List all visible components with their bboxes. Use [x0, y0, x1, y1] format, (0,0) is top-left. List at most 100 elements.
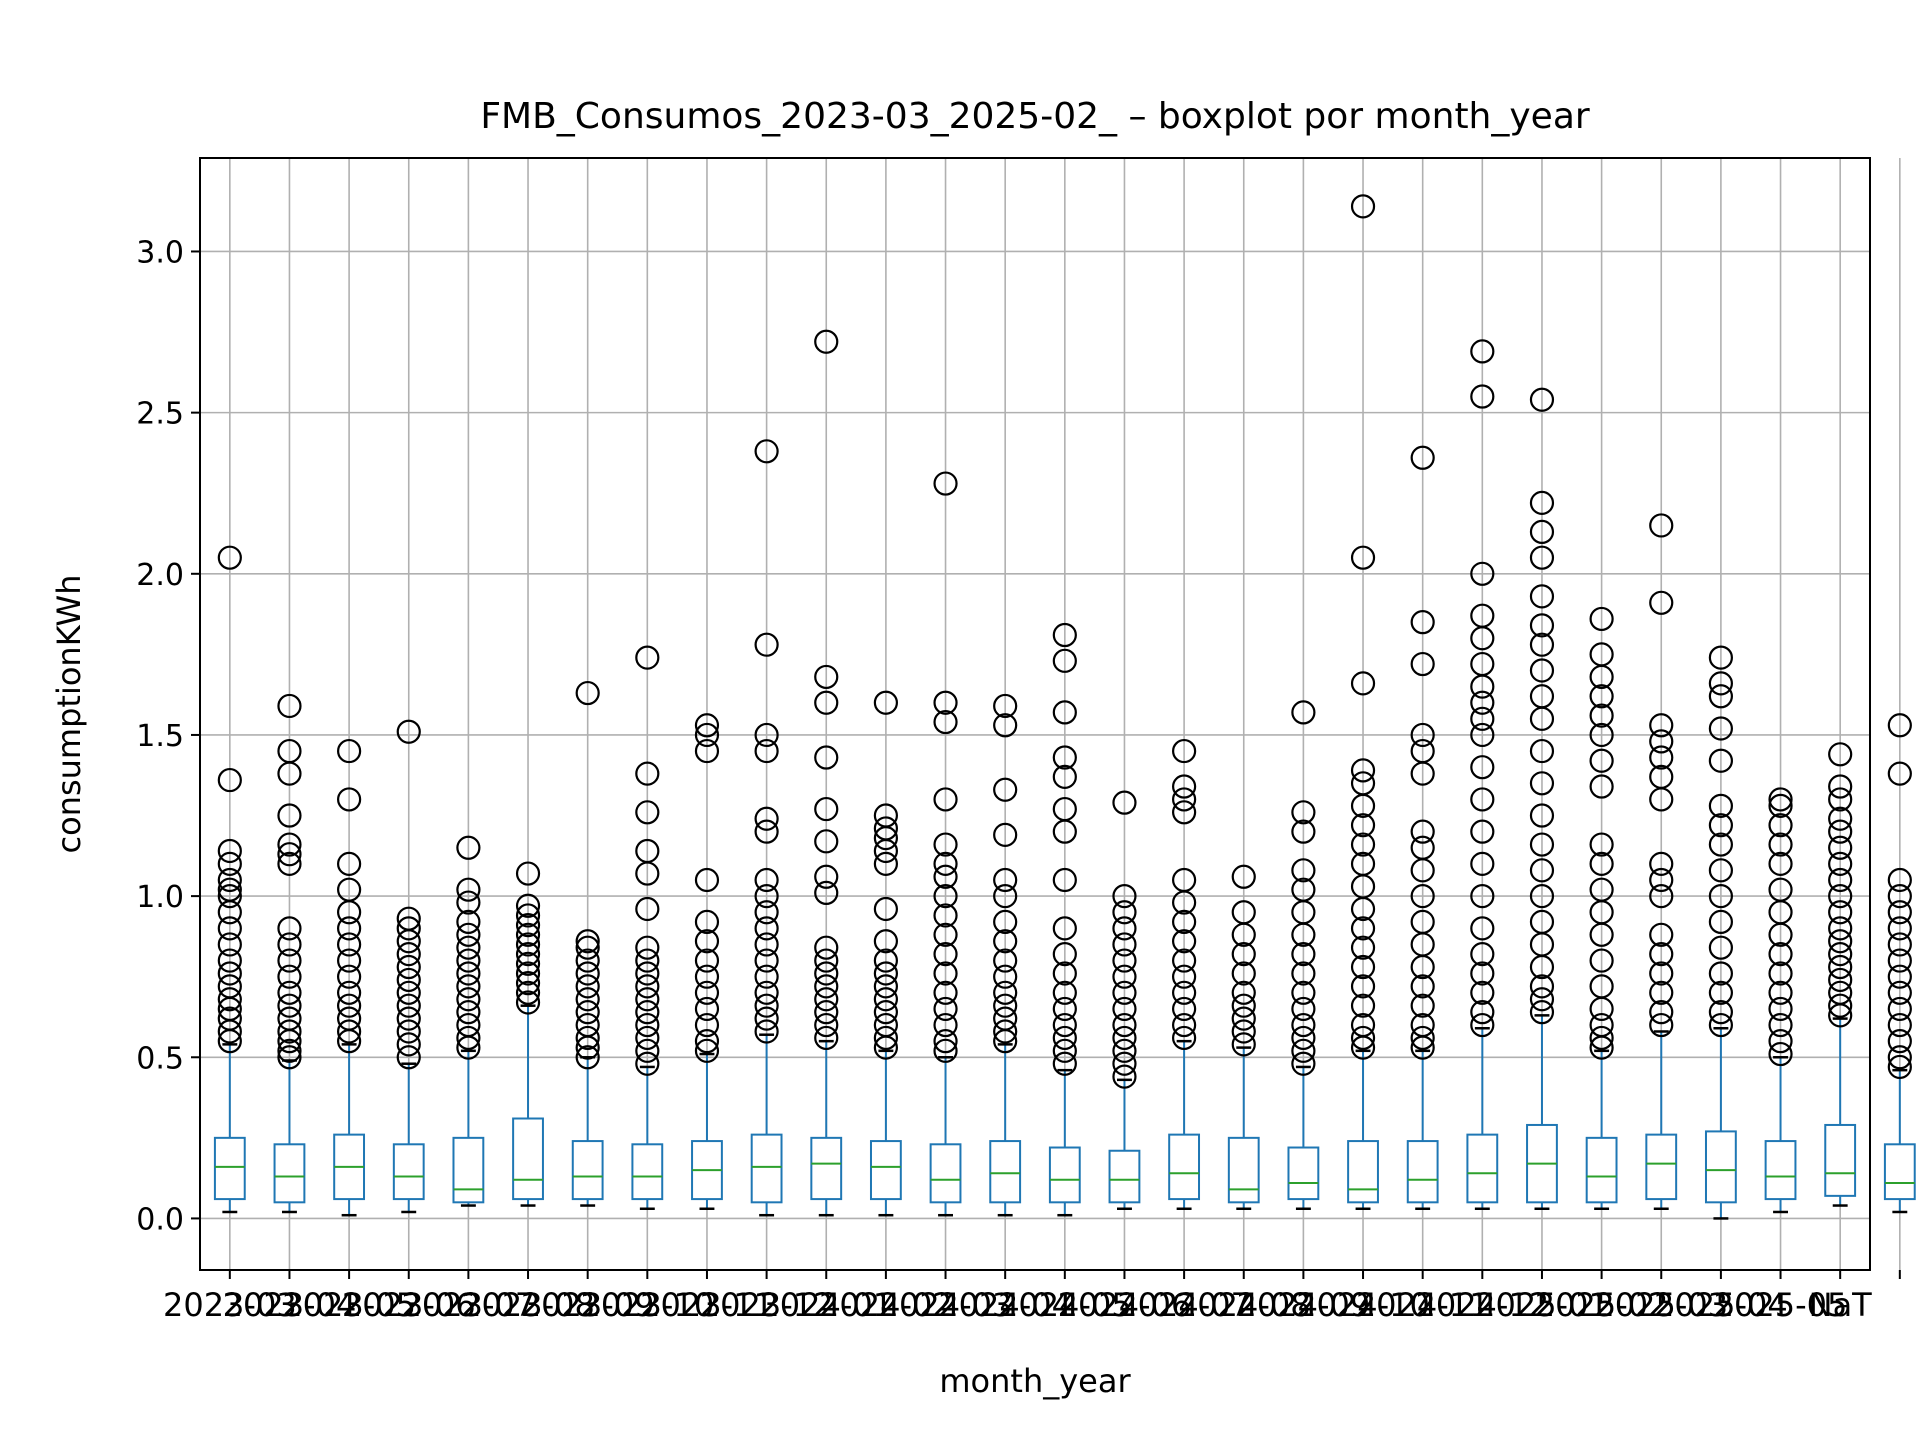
- flier-point: [873, 961, 898, 986]
- outlier-points: [217, 194, 1912, 1089]
- flier-point: [1768, 787, 1793, 812]
- fliers-2025-01: [1529, 387, 1555, 1025]
- flier-point: [1887, 964, 1912, 989]
- flier-point: [456, 935, 481, 960]
- flier-point: [1768, 793, 1793, 818]
- fliers-2023-11: [694, 713, 720, 1063]
- flier-point: [1052, 942, 1077, 967]
- flier-point: [1470, 819, 1495, 844]
- fliers-2023-08: [515, 861, 541, 1015]
- flier-point: [1291, 877, 1316, 902]
- flier-point: [754, 948, 779, 973]
- flier-point: [396, 906, 421, 931]
- box-NaT: [1824, 1017, 1857, 1207]
- flier-point: [1410, 835, 1435, 860]
- flier-point: [1589, 774, 1614, 799]
- flier-point: [1589, 948, 1614, 973]
- fliers-2024-03: [933, 471, 958, 1063]
- flier-point: [396, 993, 421, 1018]
- flier-point: [1112, 932, 1137, 957]
- flier-point: [754, 867, 779, 893]
- flier-point: [873, 987, 898, 1012]
- flier-point: [277, 842, 302, 867]
- flier-point: [1172, 800, 1197, 825]
- fliers-2024-05: [1052, 622, 1077, 1076]
- flier-point: [814, 1000, 839, 1025]
- flier-point: [456, 974, 481, 999]
- flier-point: [694, 1038, 720, 1063]
- x-tick-label: 2023-11: [640, 1286, 774, 1324]
- flier-point: [635, 761, 660, 786]
- flier-point: [1350, 758, 1376, 783]
- fliers-2023-07: [456, 835, 481, 1060]
- flier-point: [933, 922, 958, 947]
- flier-point: [1529, 490, 1555, 515]
- flier-point: [277, 803, 302, 828]
- flier-point: [277, 948, 302, 973]
- flier-point: [814, 664, 839, 690]
- x-tick-label: 2024-10: [1296, 1286, 1430, 1324]
- flier-point: [1828, 942, 1853, 967]
- flier-point: [1768, 877, 1793, 902]
- x-tick-label: 2024-03: [879, 1286, 1013, 1324]
- x-tick-label: 2025-04: [1654, 1286, 1788, 1324]
- flier-point: [1529, 909, 1555, 934]
- flier-point: [1529, 658, 1555, 683]
- flier-point: [396, 719, 421, 744]
- x-tick-label: 2024-04: [938, 1286, 1072, 1324]
- flier-point: [1410, 884, 1435, 909]
- flier-point: [1052, 745, 1077, 770]
- flier-point: [1708, 671, 1733, 696]
- flier-point: [993, 1006, 1018, 1031]
- box-2024-08: [1227, 1046, 1260, 1211]
- flier-point: [1828, 954, 1853, 980]
- flier-point: [694, 964, 720, 989]
- flier-point: [396, 916, 421, 941]
- flier-point: [1291, 961, 1316, 986]
- fliers-2023-03: [217, 545, 242, 1054]
- x-tick-label: 2023-04: [223, 1286, 357, 1324]
- flier-point: [873, 929, 898, 954]
- flier-point: [1410, 1012, 1435, 1038]
- flier-point: [1112, 790, 1137, 815]
- flier-point: [1828, 993, 1853, 1018]
- flier-point: [694, 713, 720, 738]
- box-body: [452, 1136, 485, 1204]
- flier-point: [1052, 622, 1077, 648]
- fliers-2024-01: [814, 329, 839, 1051]
- flier-point: [1708, 793, 1733, 818]
- flier-point: [1887, 948, 1912, 973]
- fliers-2024-08: [1231, 864, 1256, 1057]
- flier-point: [575, 974, 600, 999]
- fliers-2025-05: [1768, 787, 1793, 1067]
- boxplot-series: [213, 1004, 1916, 1220]
- flier-point: [1470, 961, 1495, 986]
- box-2024-10: [1347, 1049, 1379, 1211]
- flier-point: [1589, 974, 1614, 999]
- flier-point: [933, 787, 958, 812]
- flier-point: [754, 632, 779, 657]
- flier-point: [933, 1012, 958, 1038]
- x-tick-label: 2023-09: [521, 1286, 655, 1324]
- flier-point: [456, 890, 481, 915]
- flier-point: [933, 884, 958, 909]
- flier-point: [1231, 980, 1256, 1005]
- box-body: [571, 1140, 604, 1201]
- flier-point: [933, 1038, 958, 1063]
- flier-point: [1529, 738, 1555, 764]
- box-2024-11: [1406, 1049, 1439, 1211]
- flier-point: [1470, 339, 1495, 364]
- flier-point: [873, 974, 898, 999]
- flier-point: [1887, 1054, 1912, 1080]
- flier-point: [993, 693, 1018, 719]
- x-tick-label: 2023-05: [282, 1286, 416, 1324]
- flier-point: [1529, 519, 1555, 544]
- flier-point: [933, 942, 958, 967]
- box-body: [929, 1143, 962, 1204]
- flier-point: [754, 916, 779, 941]
- flier-point: [1410, 738, 1435, 764]
- flier-point: [1350, 194, 1376, 219]
- flier-point: [814, 864, 839, 889]
- flier-point: [217, 987, 242, 1012]
- flier-point: [1112, 1025, 1137, 1051]
